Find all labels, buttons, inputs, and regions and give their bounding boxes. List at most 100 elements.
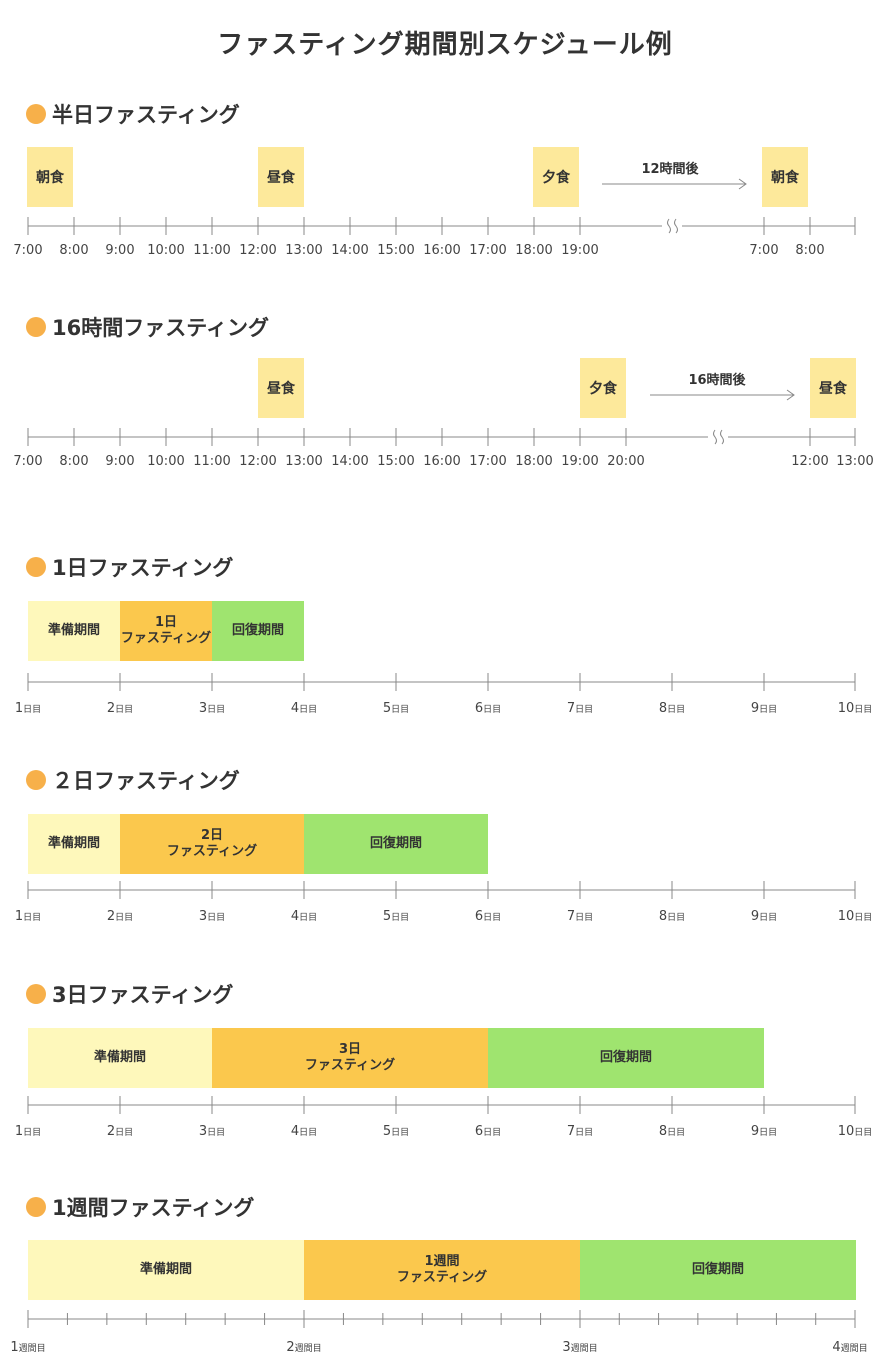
day-label: 10日目 xyxy=(838,697,873,716)
tick-label: 12:00 xyxy=(791,454,829,469)
day-label: 7日目 xyxy=(567,1120,593,1139)
week-label: 4週間目 xyxy=(832,1336,867,1355)
tick-label: 15:00 xyxy=(377,243,415,258)
tick-marks xyxy=(27,428,856,446)
day-label: 10日目 xyxy=(838,905,873,924)
phase-prep: 準備期間 xyxy=(28,1028,212,1088)
tick-label: 8:00 xyxy=(795,243,825,258)
meal-next-breakfast: 朝食 xyxy=(762,147,808,207)
day-label: 3日目 xyxy=(199,697,225,716)
day-label: 1日目 xyxy=(15,697,41,716)
tick-label: 9:00 xyxy=(105,454,135,469)
tick-label: 16:00 xyxy=(423,243,461,258)
section-header-half-day: 半日ファスティング xyxy=(26,100,240,128)
day-label: 1日目 xyxy=(15,905,41,924)
section-title-2day: ２日ファスティング xyxy=(52,769,240,793)
week-number: 3 xyxy=(562,1340,571,1355)
tick-label: 15:00 xyxy=(377,454,415,469)
bullet-dot-icon xyxy=(26,557,46,577)
section-header-1week: 1週間ファスティング xyxy=(26,1193,254,1221)
day-suffix: 日目 xyxy=(759,1128,778,1138)
tick-label: 10:00 xyxy=(147,454,185,469)
week-label: 1週間目 xyxy=(10,1336,45,1355)
day-label: 7日目 xyxy=(567,905,593,924)
phase-recovery: 回復期間 xyxy=(304,814,488,874)
section-title-half-day: 半日ファスティング xyxy=(52,103,240,127)
day-number: 6 xyxy=(474,701,484,716)
day-suffix: 日目 xyxy=(115,705,134,715)
day-suffix: 日目 xyxy=(483,1128,502,1138)
phase-fasting: 3日 ファスティング xyxy=(212,1028,488,1088)
gap-label-12h: 12時間後 xyxy=(641,162,699,177)
day-suffix: 日目 xyxy=(667,1128,686,1138)
tick-label: 9:00 xyxy=(105,243,135,258)
day-suffix: 日目 xyxy=(207,1128,226,1138)
day-number: 5 xyxy=(382,1124,392,1139)
bullet-dot-icon xyxy=(26,317,46,337)
tick-label: 8:00 xyxy=(59,243,89,258)
day-label: 8日目 xyxy=(659,1120,685,1139)
tick-label: 13:00 xyxy=(285,243,323,258)
day-label: 3日目 xyxy=(199,1120,225,1139)
day-label: 4日目 xyxy=(291,1120,317,1139)
axis-break-mark xyxy=(713,429,717,445)
section-title-3day: 3日ファスティング xyxy=(52,983,234,1007)
arrow-12h-head xyxy=(738,178,747,190)
tick-label: 18:00 xyxy=(515,243,553,258)
day-label: 3日目 xyxy=(199,905,225,924)
day-number: 7 xyxy=(566,701,576,716)
day-label: 2日目 xyxy=(107,697,133,716)
day-number: 7 xyxy=(566,1124,576,1139)
tick-label: 16:00 xyxy=(423,454,461,469)
day-suffix: 日目 xyxy=(575,705,594,715)
day-suffix: 日目 xyxy=(483,913,502,923)
axis-break-mark xyxy=(674,218,678,234)
week-label: 3週間目 xyxy=(562,1336,597,1355)
day-number: 9 xyxy=(750,909,760,924)
day-number: 3 xyxy=(198,701,208,716)
axis-break-mark xyxy=(720,429,724,445)
section-title-1week: 1週間ファスティング xyxy=(52,1196,255,1220)
day-number: 2 xyxy=(106,909,116,924)
day-number: 4 xyxy=(290,701,300,716)
day-number: 2 xyxy=(106,701,116,716)
day-number: 10 xyxy=(837,909,855,924)
day-number: 1 xyxy=(14,909,24,924)
day-number: 1 xyxy=(14,1124,24,1139)
day-suffix: 日目 xyxy=(759,913,778,923)
meal-dinner: 夕食 xyxy=(533,147,579,207)
section-header-3day: 3日ファスティング xyxy=(26,980,233,1008)
tick-label: 13:00 xyxy=(836,454,874,469)
tick-marks xyxy=(27,1096,856,1114)
week-number: 2 xyxy=(286,1340,295,1355)
bullet-dot-icon xyxy=(26,984,46,1004)
section-header-1day: 1日ファスティング xyxy=(26,553,233,581)
day-label: 9日目 xyxy=(751,905,777,924)
day-suffix: 日目 xyxy=(23,705,42,715)
day-suffix: 日目 xyxy=(299,913,318,923)
day-suffix: 日目 xyxy=(854,705,873,715)
day-number: 10 xyxy=(837,701,855,716)
day-suffix: 日目 xyxy=(115,913,134,923)
gap-label-16h: 16時間後 xyxy=(688,373,746,388)
day-suffix: 日目 xyxy=(23,913,42,923)
phase-prep: 準備期間 xyxy=(28,601,120,661)
day-number: 10 xyxy=(837,1124,855,1139)
day-label: 4日目 xyxy=(291,905,317,924)
tick-label: 14:00 xyxy=(331,454,369,469)
day-number: 9 xyxy=(750,1124,760,1139)
day-suffix: 日目 xyxy=(115,1128,134,1138)
day-number: 8 xyxy=(658,909,668,924)
arrow-16h-head xyxy=(786,389,795,401)
tick-marks xyxy=(27,881,856,899)
week-suffix: 週間目 xyxy=(18,1344,46,1354)
day-suffix: 日目 xyxy=(299,705,318,715)
day-number: 1 xyxy=(14,701,24,716)
tick-marks xyxy=(27,217,856,235)
phase-recovery: 回復期間 xyxy=(580,1240,856,1300)
